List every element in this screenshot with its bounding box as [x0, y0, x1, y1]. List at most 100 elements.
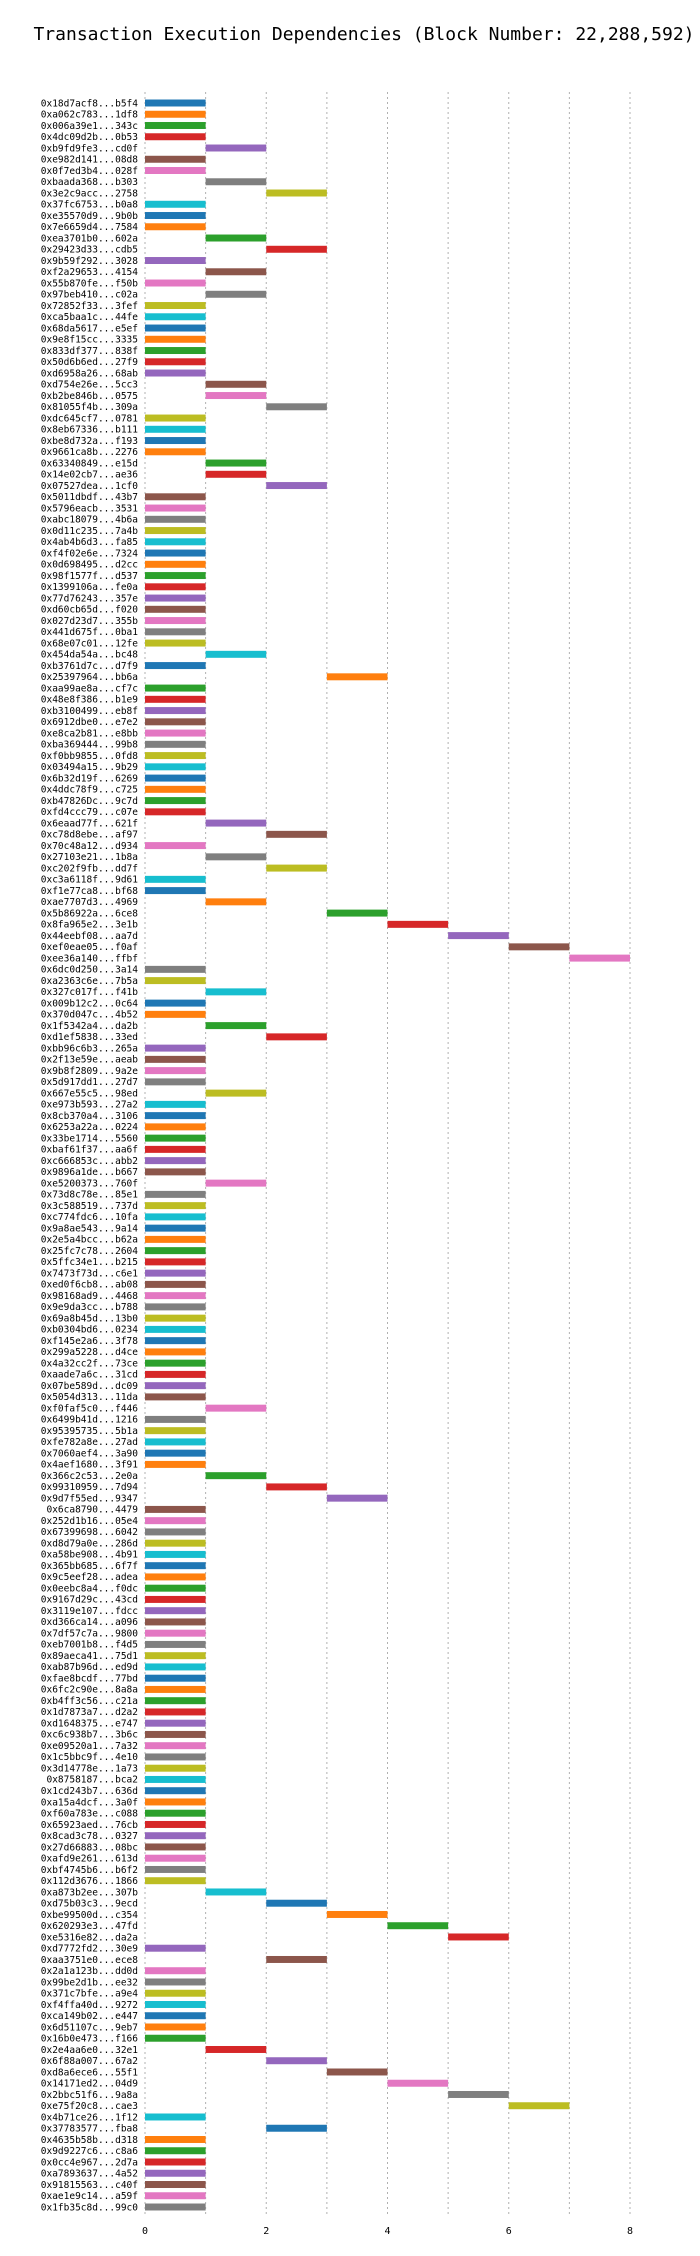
- dependency-bar: [145, 1809, 206, 1817]
- transaction-label: 0xeb7001b8...f4d5: [41, 1640, 138, 1651]
- transaction-label: 0x29423d33...cdb5: [41, 245, 138, 256]
- dependency-bar: [266, 1483, 327, 1491]
- transaction-label: 0x0d11c235...7a4b: [41, 526, 139, 537]
- transaction-label: 0x6fc2c90e...8a8a: [41, 1685, 138, 1696]
- transaction-label: 0x50d6b6ed...27f9: [41, 357, 139, 368]
- transaction-label: 0xc6c938b7...3b6c: [41, 1730, 138, 1741]
- transaction-label: 0xfae8bcdf...77bd: [41, 1673, 138, 1684]
- x-tick-label: 6: [506, 2226, 512, 2237]
- dependency-bar: [145, 1247, 206, 1255]
- dependency-bar: [145, 425, 206, 433]
- transaction-label: 0xf4ffa40d...9272: [41, 2000, 138, 2011]
- dependency-bar: [326, 1494, 388, 1502]
- dependency-bar: [266, 245, 327, 253]
- dependency-bar: [145, 2169, 206, 2177]
- dependency-bar: [145, 1652, 206, 1660]
- transaction-label: 0x252d1b16...05e4: [41, 1516, 139, 1527]
- transaction-label: 0xe35570d9...9b0b: [41, 211, 139, 222]
- dependency-bar: [145, 1528, 206, 1536]
- transaction-label: 0xf0bb9855...0fd8: [41, 751, 139, 762]
- dependency-bar: [205, 988, 267, 996]
- transaction-label: 0x5ffc34e1...b215: [41, 1257, 138, 1268]
- transaction-label: 0xb4ff3c56...c21a: [41, 1696, 138, 1707]
- transaction-label: 0x81055f4b...309a: [41, 402, 138, 413]
- dependency-bar: [205, 2045, 267, 2053]
- dependency-bar: [145, 774, 206, 782]
- transaction-label: 0x6ca8790...4479: [46, 1505, 138, 1516]
- transaction-label: 0xa062c783...1df8: [41, 110, 139, 121]
- transaction-label: 0x2bbc51f6...9a8a: [41, 2090, 138, 2101]
- dependency-bar: [205, 1888, 267, 1896]
- transaction-label: 0xc3a6118f...9d61: [41, 875, 139, 886]
- dependency-bar: [145, 538, 206, 546]
- dependency-bar: [145, 1055, 206, 1063]
- transaction-label: 0x4ddc78f9...c725: [41, 785, 138, 796]
- dependency-bar: [145, 797, 206, 805]
- chart-title: Transaction Execution Dependencies (Bloc…: [33, 24, 694, 45]
- transaction-label: 0x68e07c01...12fe: [41, 638, 139, 649]
- transaction-label: 0x91815563...c40f: [41, 2180, 138, 2191]
- transaction-label: 0xd1648375...e747: [41, 1718, 138, 1729]
- transaction-label: 0xc78d8ebe...af97: [41, 830, 138, 841]
- transaction-label: 0x25fc7c78...2604: [41, 1246, 139, 1257]
- dependency-bar: [205, 459, 267, 467]
- dependency-bar: [266, 189, 327, 197]
- transaction-label: 0x98168ad9...4468: [41, 1291, 139, 1302]
- dependency-bar: [145, 1145, 206, 1153]
- dependency-bar: [326, 673, 388, 681]
- transaction-label: 0x07527dea...1cf0: [41, 481, 139, 492]
- transaction-label: 0x441d675f...0ba1: [41, 627, 139, 638]
- transaction-label: 0x33be1714...5560: [41, 1133, 139, 1144]
- transaction-label: 0xd366ca14...a096: [41, 1617, 139, 1628]
- transaction-label: 0x3119e107...fdcc: [41, 1606, 138, 1617]
- dependency-bar: [145, 999, 206, 1007]
- transaction-label: 0xf4f02e6e...7324: [41, 548, 139, 559]
- dependency-bar: [145, 1798, 206, 1806]
- dependency-bar: [145, 324, 206, 332]
- dependency-bar: [508, 2102, 570, 2110]
- dependency-bar: [145, 2203, 206, 2211]
- transaction-label: 0x009b12c2...0c64: [41, 998, 139, 1009]
- transaction-label: 0xbe8d732a...f193: [41, 436, 138, 447]
- transaction-label: 0x112d3676...1866: [41, 1876, 139, 1887]
- dependency-bar: [145, 1719, 206, 1727]
- dependency-bar: [145, 493, 206, 501]
- transaction-label: 0x9b59f292...3028: [41, 256, 139, 267]
- transaction-label: 0x55b870fe...f50b: [41, 278, 139, 289]
- dependency-bar: [145, 1877, 206, 1885]
- dependency-bar: [145, 617, 206, 625]
- transaction-label: 0xba369444...99b8: [41, 740, 139, 751]
- dependency-bar: [145, 1258, 206, 1266]
- dependency-bar: [266, 1955, 327, 1963]
- dependency-bar: [145, 1078, 206, 1086]
- dependency-bar: [145, 718, 206, 726]
- dependency-bar: [145, 1505, 206, 1513]
- transaction-label: 0x1f5342a4...da2b: [41, 1021, 139, 1032]
- transaction-label: 0xe982d141...08d8: [41, 155, 139, 166]
- dependency-bar: [145, 2113, 206, 2121]
- transaction-label: 0x9c5eef28...adea: [41, 1572, 138, 1583]
- dependency-bar: [145, 1843, 206, 1851]
- transaction-label: 0xc666853c...abb2: [41, 1156, 138, 1167]
- transaction-label: 0x3c588519...737d: [41, 1201, 138, 1212]
- transaction-label: 0x4aef1680...3f91: [41, 1460, 139, 1471]
- dependency-bar: [145, 1393, 206, 1401]
- dependency-bar: [145, 257, 206, 265]
- dependency-bar: [145, 1708, 206, 1716]
- transaction-label: 0x006a39e1...343c: [41, 121, 138, 132]
- transaction-label: 0x5011dbdf...43b7: [41, 492, 138, 503]
- dependency-bar: [205, 1179, 267, 1187]
- dependency-bar: [145, 2012, 206, 2020]
- dependency-bar: [145, 572, 206, 580]
- transaction-label: 0xf0faf5c0...f446: [41, 1403, 139, 1414]
- dependency-bar: [145, 1595, 206, 1603]
- dependency-bar: [145, 1820, 206, 1828]
- transaction-label: 0xab87b96d...ed9d: [41, 1662, 138, 1673]
- dependency-bar: [145, 1438, 206, 1446]
- transaction-label: 0xb2be846b...0575: [41, 391, 138, 402]
- dependency-bar: [145, 965, 206, 973]
- transaction-label: 0x327c017f...f41b: [41, 987, 139, 998]
- transaction-label: 0xc202f9fb...dd7f: [41, 863, 138, 874]
- x-tick-label: 2: [263, 2226, 269, 2237]
- dependency-bar: [145, 875, 206, 883]
